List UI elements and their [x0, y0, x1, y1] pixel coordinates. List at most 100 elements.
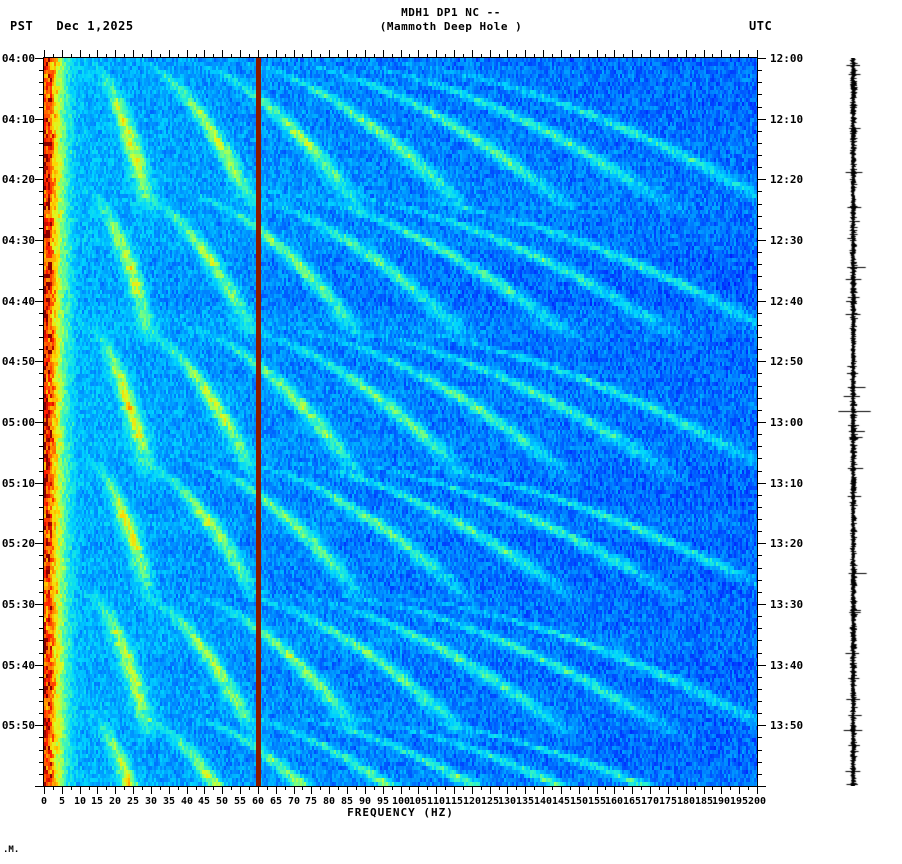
y-major-tick-right — [757, 119, 766, 120]
x-minor-tick — [302, 786, 303, 790]
x-major-tick-top — [401, 50, 402, 58]
x-minor-tick — [623, 786, 624, 790]
x-minor-tick — [552, 786, 553, 790]
y-axis-label-utc: 13:20 — [770, 537, 804, 550]
y-axis-label-pst: 05:00 — [1, 416, 35, 429]
y-minor-tick-right — [757, 592, 762, 593]
y-minor-tick-right — [757, 386, 762, 387]
y-major-tick-right — [757, 483, 766, 484]
y-axis-label-utc: 13:50 — [770, 719, 804, 732]
y-axis-label-utc: 13:30 — [770, 598, 804, 611]
x-major-tick-top — [115, 50, 116, 58]
x-major-tick — [80, 786, 81, 794]
x-major-tick — [240, 786, 241, 794]
y-minor-tick-right — [757, 713, 762, 714]
x-major-tick-top — [543, 50, 544, 58]
y-minor-tick-right — [757, 689, 762, 690]
x-minor-tick — [641, 786, 642, 790]
y-major-tick — [35, 422, 44, 423]
x-major-tick — [739, 786, 740, 794]
station-code-label: MDH1 DP1 NC -- — [401, 6, 501, 19]
x-major-tick-top — [632, 50, 633, 58]
x-major-tick — [614, 786, 615, 794]
x-major-tick-top — [525, 50, 526, 58]
y-minor-tick-right — [757, 167, 762, 168]
y-major-tick — [35, 179, 44, 180]
y-major-tick — [35, 58, 44, 59]
y-minor-tick-right — [757, 204, 762, 205]
y-major-tick-right — [757, 301, 766, 302]
y-major-tick — [35, 543, 44, 544]
x-minor-tick — [409, 786, 410, 790]
x-major-tick — [204, 786, 205, 794]
y-axis-label-utc: 12:50 — [770, 355, 804, 368]
y-minor-tick-right — [757, 155, 762, 156]
x-major-tick-top — [97, 50, 98, 58]
y-minor-tick-right — [757, 252, 762, 253]
y-minor-tick-right — [757, 531, 762, 532]
x-major-tick — [721, 786, 722, 794]
y-axis-label-utc: 12:00 — [770, 52, 804, 65]
x-minor-tick — [748, 786, 749, 790]
y-major-tick — [35, 119, 44, 120]
y-axis-label-utc: 12:10 — [770, 113, 804, 126]
y-minor-tick-right — [757, 349, 762, 350]
y-axis-label-utc: 12:30 — [770, 234, 804, 247]
x-minor-tick — [463, 786, 464, 790]
y-axis-label-pst: 05:50 — [1, 719, 35, 732]
x-minor-tick — [427, 786, 428, 790]
x-major-tick — [258, 786, 259, 794]
x-major-tick — [454, 786, 455, 794]
y-minor-tick-right — [757, 519, 762, 520]
x-major-tick-top — [507, 50, 508, 58]
y-minor-tick-right — [757, 337, 762, 338]
x-minor-tick — [160, 786, 161, 790]
y-minor-tick-right — [757, 276, 762, 277]
y-minor-tick-right — [757, 507, 762, 508]
x-major-tick-top — [597, 50, 598, 58]
x-major-tick-top — [579, 50, 580, 58]
x-major-tick-top — [454, 50, 455, 58]
x-major-tick — [436, 786, 437, 794]
seismic-waveform-trace — [838, 58, 874, 786]
y-minor-tick-right — [757, 264, 762, 265]
x-major-tick-top — [650, 50, 651, 58]
x-major-tick — [686, 786, 687, 794]
x-major-tick — [222, 786, 223, 794]
x-major-tick-top — [721, 50, 722, 58]
x-minor-tick — [89, 786, 90, 790]
y-major-tick — [35, 665, 44, 666]
y-minor-tick-right — [757, 143, 762, 144]
x-minor-tick — [106, 786, 107, 790]
x-axis-title: FREQUENCY (HZ) — [347, 806, 454, 819]
x-minor-tick — [481, 786, 482, 790]
y-major-tick-right — [757, 240, 766, 241]
y-minor-tick-right — [757, 750, 762, 751]
y-minor-tick-right — [757, 580, 762, 581]
y-minor-tick-right — [757, 191, 762, 192]
x-major-tick-top — [686, 50, 687, 58]
y-minor-tick-right — [757, 616, 762, 617]
x-major-tick — [169, 786, 170, 794]
y-minor-tick-right — [757, 640, 762, 641]
x-major-tick-top — [365, 50, 366, 58]
y-axis-label-pst: 04:20 — [1, 173, 35, 186]
y-minor-tick-right — [757, 677, 762, 678]
x-major-tick — [525, 786, 526, 794]
x-major-tick-top — [222, 50, 223, 58]
x-minor-tick — [570, 786, 571, 790]
x-major-tick — [133, 786, 134, 794]
x-major-tick — [294, 786, 295, 794]
y-minor-tick-right — [757, 568, 762, 569]
y-major-tick-right — [757, 665, 766, 666]
x-major-tick-top — [383, 50, 384, 58]
x-major-tick — [62, 786, 63, 794]
x-major-tick-top — [614, 50, 615, 58]
x-major-tick — [472, 786, 473, 794]
x-minor-tick — [588, 786, 589, 790]
x-minor-tick — [605, 786, 606, 790]
x-major-tick — [329, 786, 330, 794]
x-major-tick-top — [668, 50, 669, 58]
x-minor-tick — [53, 786, 54, 790]
